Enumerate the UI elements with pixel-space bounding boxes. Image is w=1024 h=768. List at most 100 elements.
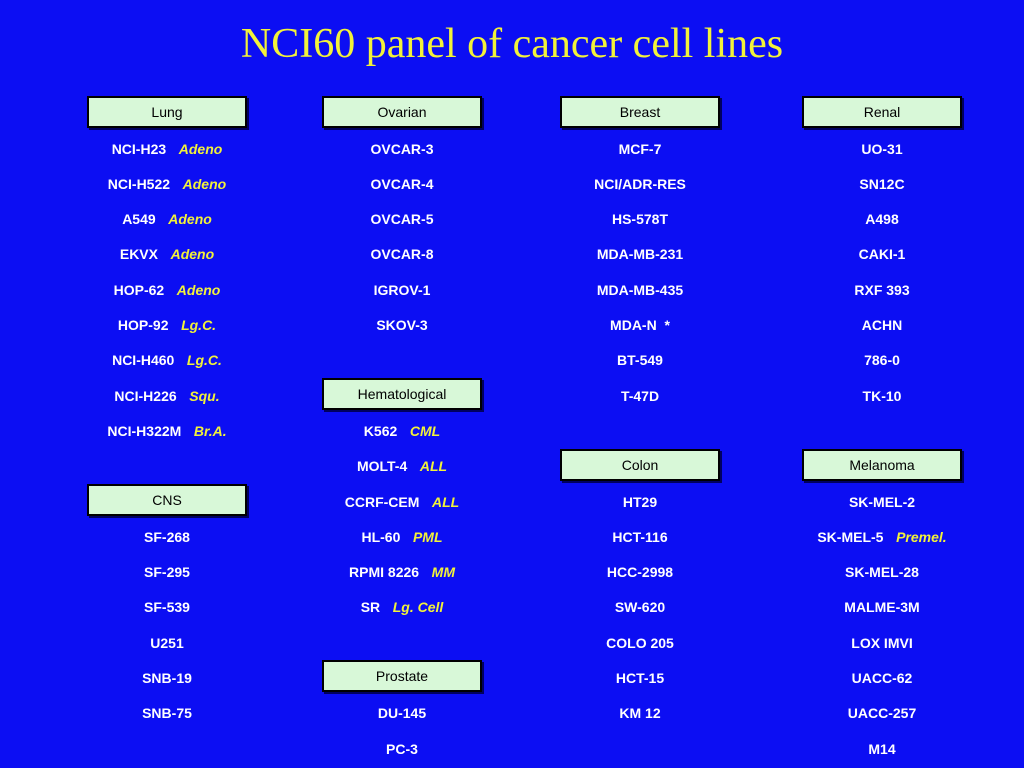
cell-line-row: U251 — [87, 633, 247, 653]
cell-line-name: MDA-N * — [610, 317, 670, 333]
cell-line-name: SK-MEL-5 — [817, 529, 884, 545]
cell-line-name: MALME-3M — [844, 599, 920, 615]
cell-line-row: SF-295 — [87, 562, 247, 582]
cell-line-name: HL-60 — [361, 529, 401, 545]
cell-line-row: RXF 393 — [802, 280, 962, 300]
cell-line-name: CAKI-1 — [858, 246, 906, 262]
cell-line-name: OVCAR-5 — [370, 211, 434, 227]
cell-line-name: COLO 205 — [606, 635, 674, 651]
header-lung: Lung — [87, 96, 247, 128]
cell-line-name: HOP-62 — [113, 282, 165, 298]
cell-line-row: NCI-H226 Squ. — [87, 386, 247, 406]
cell-line-row: SK-MEL-5 Premel. — [802, 527, 962, 547]
cell-line-name: UACC-62 — [851, 670, 913, 686]
cell-line-name: DU-145 — [377, 705, 427, 721]
cell-line-row: MDA-N * — [560, 315, 720, 335]
cell-line-name: NCI-H460 — [112, 352, 175, 368]
cell-line-row: HCT-15 — [560, 668, 720, 688]
cell-line-name: A498 — [865, 211, 899, 227]
slide-title: NCI60 panel of cancer cell lines — [240, 21, 784, 67]
cell-line-row: NCI/ADR-RES — [560, 174, 720, 194]
cell-line-subtype: Adeno — [178, 141, 223, 157]
cell-line-row: SW-620 — [560, 597, 720, 617]
cell-line-row: MDA-MB-435 — [560, 280, 720, 300]
cell-line-name: SK-MEL-2 — [848, 494, 916, 510]
cell-line-name: HOP-92 — [117, 317, 169, 333]
cell-line-name: U251 — [150, 635, 184, 651]
cell-line-name: SNB-75 — [142, 705, 192, 721]
cell-line-row: UACC-257 — [802, 703, 962, 723]
cell-line-row: MCF-7 — [560, 139, 720, 159]
cell-line-name: NCI-H23 — [111, 141, 167, 157]
header-cns: CNS — [87, 484, 247, 516]
cell-line-name: K562 — [363, 423, 398, 439]
cell-line-row: IGROV-1 — [322, 280, 482, 300]
cell-line-row: NCI-H460 Lg.C. — [87, 350, 247, 370]
cell-line-subtype: Lg.C. — [181, 317, 217, 333]
cell-line-row: UACC-62 — [802, 668, 962, 688]
cell-line-subtype: Squ. — [189, 388, 220, 404]
cell-line-name: ACHN — [861, 317, 903, 333]
cell-line-row: ACHN — [802, 315, 962, 335]
header-renal: Renal — [802, 96, 962, 128]
cell-line-row: NCI-H23 Adeno — [87, 139, 247, 159]
cell-line-name: CCRF-CEM — [344, 494, 420, 510]
cell-line-subtype: PML — [412, 529, 443, 545]
cell-line-name: MCF-7 — [618, 141, 662, 157]
cell-line-subtype: Adeno — [170, 246, 215, 262]
cell-line-subtype: Premel. — [896, 529, 947, 545]
cell-line-name: NCI/ADR-RES — [594, 176, 686, 192]
cell-line-row: KM 12 — [560, 703, 720, 723]
cell-line-name: HCT-116 — [612, 529, 668, 545]
cell-line-name: SF-268 — [144, 529, 190, 545]
cell-line-row: MDA-MB-231 — [560, 244, 720, 264]
cell-line-name: NCI-H226 — [114, 388, 177, 404]
cell-line-name: RPMI 8226 — [349, 564, 420, 580]
cell-line-row: HL-60 PML — [322, 527, 482, 547]
cell-line-name: OVCAR-3 — [370, 141, 434, 157]
cell-line-row: TK-10 — [802, 386, 962, 406]
cell-line-name: 786-0 — [864, 352, 900, 368]
cell-line-name: SF-295 — [144, 564, 190, 580]
header-colon: Colon — [560, 449, 720, 481]
cell-line-row: 786-0 — [802, 350, 962, 370]
cell-line-row: RPMI 8226 MM — [322, 562, 482, 582]
header-ovarian: Ovarian — [322, 96, 482, 128]
cell-line-name: LOX IMVI — [851, 635, 913, 651]
header-prostate: Prostate — [322, 660, 482, 692]
cell-line-name: MDA-MB-435 — [596, 282, 684, 298]
cell-line-row: HCC-2998 — [560, 562, 720, 582]
cell-line-subtype: CML — [409, 423, 441, 439]
cell-line-name: M14 — [868, 741, 896, 757]
cell-line-row: NCI-H322M Br.A. — [87, 421, 247, 441]
cell-line-row: UO-31 — [802, 139, 962, 159]
cell-line-row: HCT-116 — [560, 527, 720, 547]
cell-line-row: OVCAR-4 — [322, 174, 482, 194]
cell-line-name: HCC-2998 — [606, 564, 674, 580]
cell-line-name: NCI-H522 — [107, 176, 171, 192]
cell-line-name: SR — [360, 599, 381, 615]
cell-line-subtype: ALL — [419, 458, 448, 474]
cell-line-name: KM 12 — [619, 705, 661, 721]
cell-line-row: OVCAR-8 — [322, 244, 482, 264]
cell-line-subtype: ALL — [432, 494, 460, 510]
cell-line-name: MDA-MB-231 — [596, 246, 684, 262]
cell-line-subtype: Br.A. — [193, 423, 227, 439]
cell-line-row: OVCAR-5 — [322, 209, 482, 229]
cell-line-row: HS-578T — [560, 209, 720, 229]
cell-line-row: SK-MEL-28 — [802, 562, 962, 582]
cell-line-subtype: Lg.C. — [186, 352, 222, 368]
header-hematological: Hematological — [322, 378, 482, 410]
header-breast: Breast — [560, 96, 720, 128]
cell-line-row: SR Lg. Cell — [322, 597, 482, 617]
cell-line-row: PC-3 — [322, 739, 482, 759]
cell-line-row: SF-268 — [87, 527, 247, 547]
cell-line-row: CCRF-CEM ALL — [322, 492, 482, 512]
cell-line-name: SN12C — [859, 176, 905, 192]
cell-line-name: A549 — [122, 211, 156, 227]
cell-line-name: T-47D — [620, 388, 660, 404]
cell-line-row: BT-549 — [560, 350, 720, 370]
cell-line-row: M14 — [802, 739, 962, 759]
cell-line-name: RXF 393 — [854, 282, 910, 298]
cell-line-row: SKOV-3 — [322, 315, 482, 335]
